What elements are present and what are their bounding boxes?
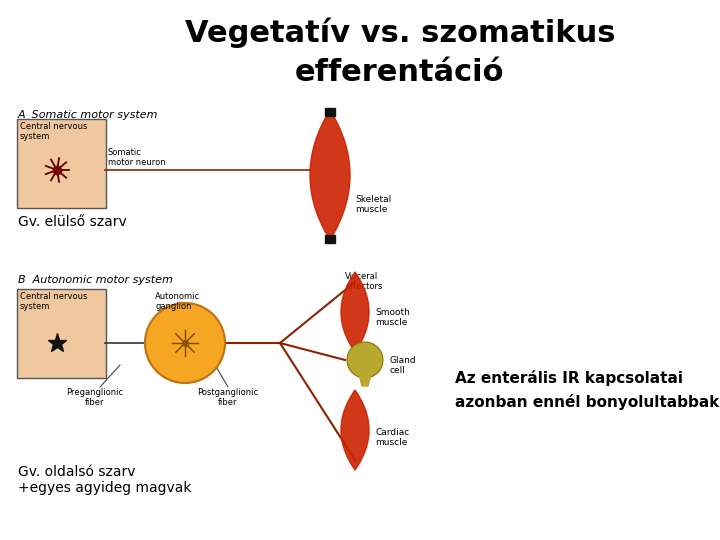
- Text: Gv. elülső szarv: Gv. elülső szarv: [18, 215, 127, 229]
- Text: Central nervous
system: Central nervous system: [20, 292, 87, 312]
- Bar: [325, 108, 335, 116]
- Text: Preganglionic
fiber: Preganglionic fiber: [66, 388, 124, 407]
- Text: Az enterális IR kapcsolatai
azonban ennél bonyolultabbak!: Az enterális IR kapcsolatai azonban enné…: [455, 370, 720, 410]
- Bar: [325, 235, 335, 243]
- Text: A  Somatic motor system: A Somatic motor system: [18, 110, 158, 120]
- Text: Gv. oldalsó szarv
+egyes agyideg magvak: Gv. oldalsó szarv +egyes agyideg magvak: [18, 465, 192, 495]
- Polygon shape: [341, 390, 369, 470]
- Text: Vegetatív vs. szomatikus: Vegetatív vs. szomatikus: [185, 18, 616, 49]
- Polygon shape: [341, 272, 369, 352]
- Text: efferentáció: efferentáció: [295, 58, 505, 87]
- Text: Central nervous
system: Central nervous system: [20, 122, 87, 141]
- Text: Cardiac
muscle: Cardiac muscle: [375, 428, 409, 448]
- Text: B  Autonomic motor system: B Autonomic motor system: [18, 275, 173, 285]
- Polygon shape: [310, 110, 350, 240]
- Text: Gland
cell: Gland cell: [390, 356, 417, 375]
- Circle shape: [347, 342, 383, 378]
- Circle shape: [145, 303, 225, 383]
- Text: Somatic
motor neuron: Somatic motor neuron: [108, 148, 166, 167]
- Text: Skeletal
muscle: Skeletal muscle: [355, 195, 391, 214]
- Text: Visceral
effectors: Visceral effectors: [345, 272, 382, 292]
- Polygon shape: [359, 374, 371, 386]
- Text: Autonomic
ganglion: Autonomic ganglion: [155, 292, 200, 312]
- Text: Smooth
muscle: Smooth muscle: [375, 308, 410, 327]
- FancyBboxPatch shape: [17, 289, 106, 378]
- FancyBboxPatch shape: [17, 119, 106, 208]
- Text: Postganglionic
fiber: Postganglionic fiber: [197, 388, 258, 407]
